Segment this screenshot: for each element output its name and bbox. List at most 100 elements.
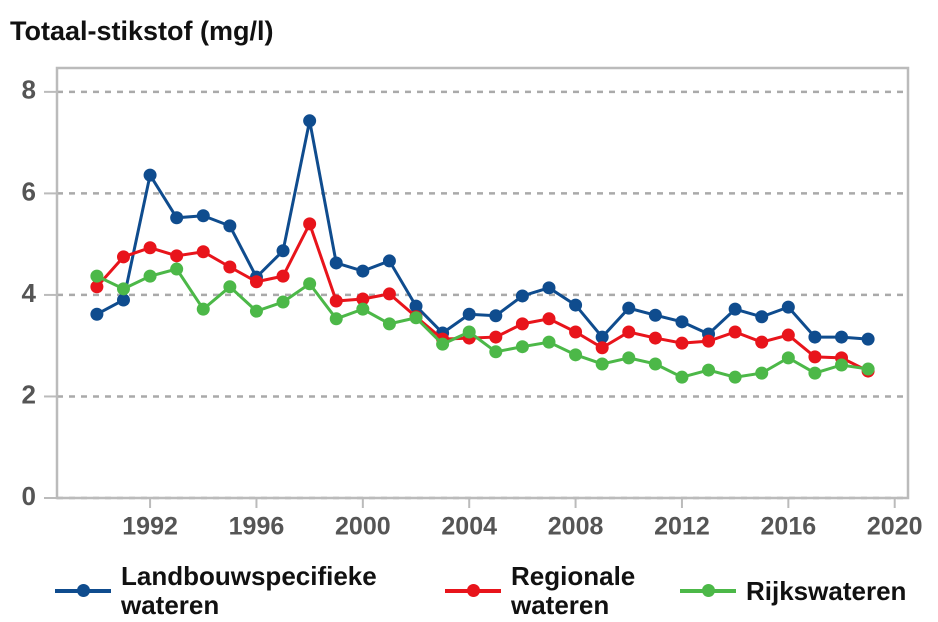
legend-label: Rijkswateren	[746, 575, 907, 606]
data-point	[675, 315, 689, 329]
data-point	[409, 299, 423, 313]
series-line	[96, 267, 869, 379]
legend-label: Regionale wateren	[511, 561, 636, 620]
data-point	[755, 335, 769, 349]
legend-item: Rijkswateren	[680, 560, 938, 622]
data-point	[303, 217, 317, 231]
data-point	[489, 309, 503, 323]
data-point	[329, 256, 343, 270]
data-point	[702, 334, 716, 348]
data-point	[116, 250, 130, 264]
data-point	[728, 325, 742, 339]
data-point	[728, 370, 742, 384]
data-point	[648, 308, 662, 322]
data-point	[223, 260, 237, 274]
data-point	[90, 307, 104, 321]
data-point	[223, 280, 237, 294]
data-point	[382, 317, 396, 331]
data-point	[436, 337, 450, 351]
data-point	[196, 209, 210, 223]
data-point	[569, 348, 583, 362]
data-point	[861, 362, 875, 376]
data-point	[409, 311, 423, 325]
data-point	[728, 302, 742, 316]
legend-label: Landbouwspecifieke wateren	[121, 561, 377, 620]
data-point	[462, 325, 476, 339]
data-point	[489, 330, 503, 344]
data-point	[675, 370, 689, 384]
data-point	[356, 292, 370, 306]
data-point	[622, 351, 636, 365]
data-point	[356, 264, 370, 278]
y-tick-label: 8	[22, 75, 36, 105]
data-point	[303, 114, 317, 128]
data-point	[648, 357, 662, 371]
data-point	[622, 325, 636, 339]
data-point	[835, 358, 849, 372]
y-tick-label: 2	[22, 379, 36, 409]
legend-item: Regionale wateren	[445, 560, 671, 622]
data-point	[196, 245, 210, 259]
plot-frame	[55, 66, 910, 500]
data-point	[755, 366, 769, 380]
data-point	[808, 330, 822, 344]
data-point	[781, 328, 795, 342]
x-tick-label: 2012	[654, 513, 710, 541]
data-point	[808, 366, 822, 380]
data-point	[143, 241, 157, 255]
legend-swatch	[445, 584, 501, 597]
data-point	[223, 219, 237, 233]
data-point	[276, 269, 290, 283]
data-point	[356, 302, 370, 316]
data-point	[515, 340, 529, 354]
data-point	[249, 304, 263, 318]
data-point	[569, 325, 583, 339]
data-point	[462, 307, 476, 321]
y-tick-label: 0	[22, 481, 36, 511]
series-line	[95, 220, 869, 373]
data-point	[116, 293, 130, 307]
y-tick-label: 4	[22, 278, 37, 308]
data-point	[143, 168, 157, 182]
data-point	[276, 244, 290, 258]
data-point	[755, 310, 769, 324]
x-tick-label: 2008	[548, 513, 604, 541]
x-tick-label: 2000	[335, 513, 391, 541]
data-point	[648, 331, 662, 345]
data-point	[515, 317, 529, 331]
legend-swatch	[680, 584, 736, 597]
data-point	[303, 277, 317, 291]
data-point	[515, 289, 529, 303]
data-point	[675, 336, 689, 350]
data-point	[329, 294, 343, 308]
x-tick-label: 1992	[122, 513, 178, 541]
data-point	[329, 312, 343, 326]
data-point	[542, 281, 556, 295]
legend-item: Landbouwspecifieke wateren	[55, 560, 441, 622]
legend-swatch	[55, 584, 111, 597]
data-point	[196, 302, 210, 316]
data-point	[835, 330, 849, 344]
data-point	[781, 351, 795, 365]
x-tick-label: 2016	[761, 513, 817, 541]
data-point	[489, 345, 503, 359]
data-point	[90, 269, 104, 283]
data-point	[382, 254, 396, 268]
x-tick-label: 2004	[441, 513, 497, 541]
x-tick-label: 2020	[867, 513, 923, 541]
chart-title: Totaal-stikstof (mg/l)	[10, 16, 274, 46]
data-point	[542, 335, 556, 349]
data-point	[622, 301, 636, 315]
data-point	[170, 249, 184, 263]
series-line	[96, 120, 869, 341]
data-point	[861, 332, 875, 346]
data-point	[90, 280, 104, 294]
data-point	[702, 363, 716, 377]
data-point	[249, 275, 263, 289]
data-point	[170, 211, 184, 225]
data-point	[276, 295, 290, 309]
data-point	[808, 350, 822, 364]
data-point	[170, 262, 184, 276]
